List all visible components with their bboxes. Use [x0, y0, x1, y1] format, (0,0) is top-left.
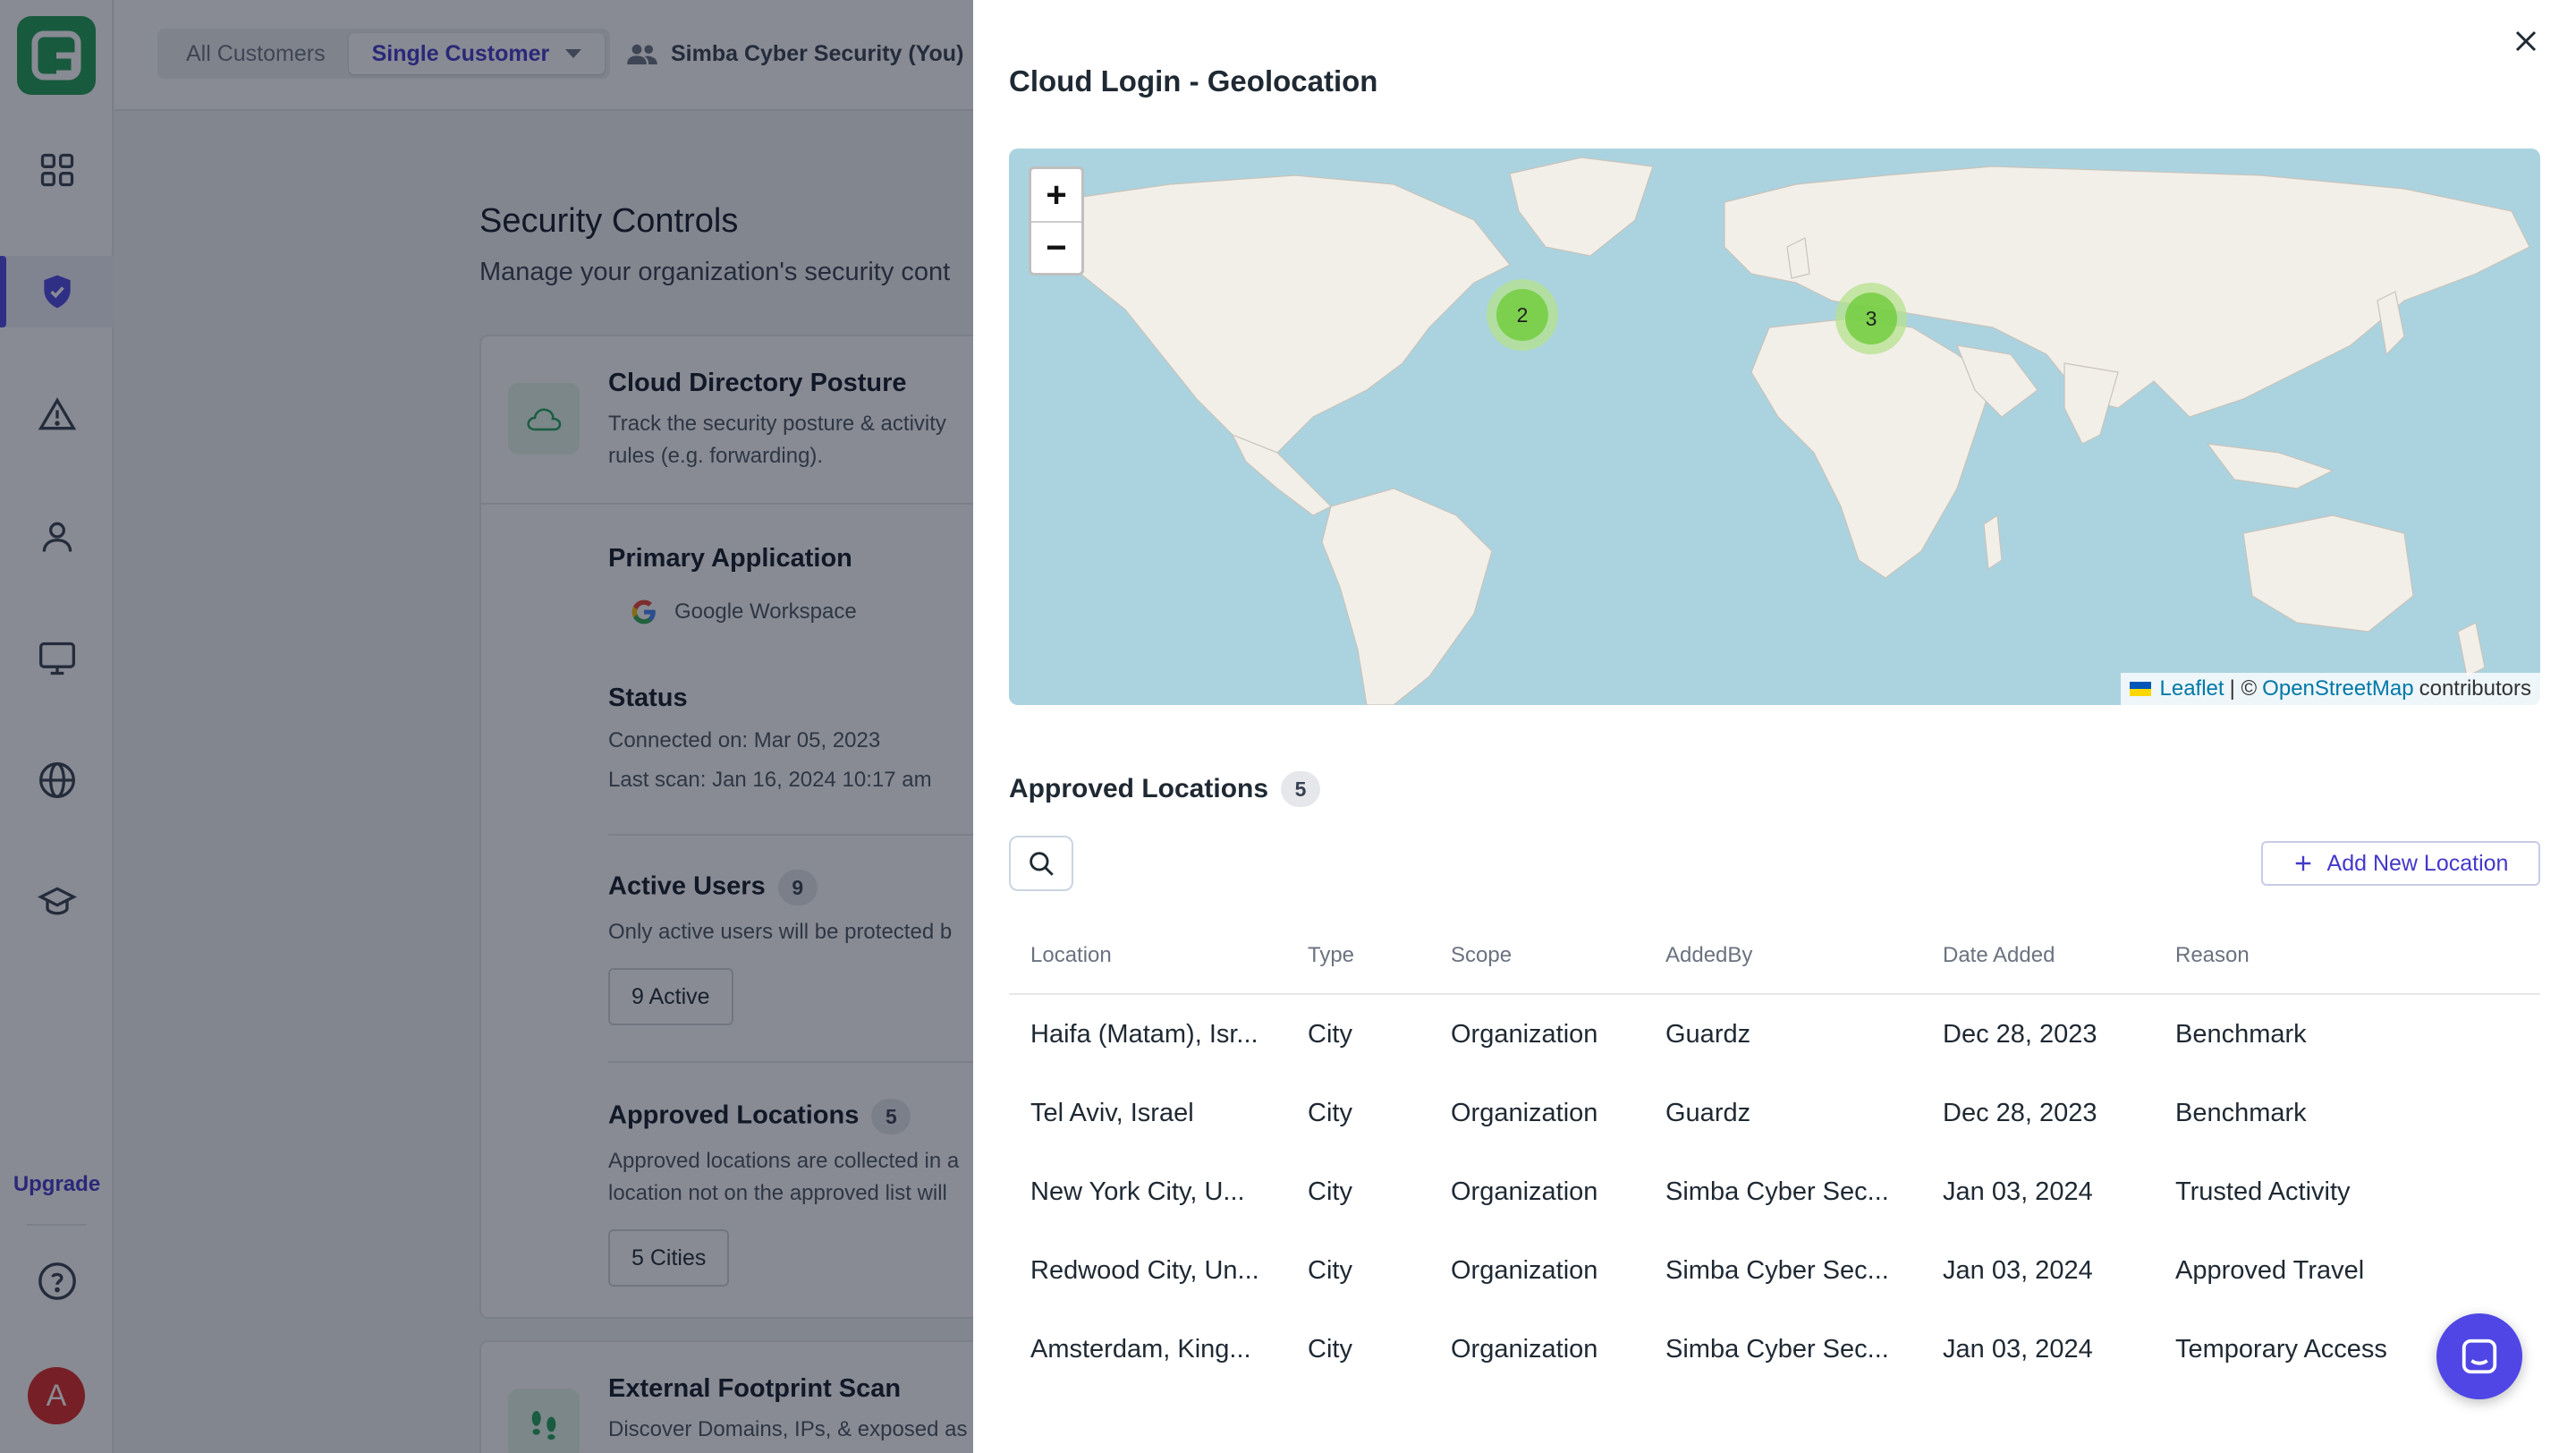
cell-reason: Approved Travel — [2175, 1255, 2365, 1285]
cell-date-added: Dec 28, 2023 — [1943, 1019, 2097, 1049]
osm-link[interactable]: OpenStreetMap — [2262, 676, 2414, 701]
cell-addedby: Simba Cyber Sec... — [1665, 1334, 1889, 1364]
add-new-location-button[interactable]: Add New Location — [2261, 841, 2540, 886]
cell-scope: Organization — [1451, 1334, 1598, 1364]
search-button[interactable] — [1009, 836, 1073, 891]
cell-addedby: Guardz — [1665, 1019, 1751, 1049]
cell-location: Haifa (Matam), Isr... — [1030, 1019, 1258, 1049]
cell-type: City — [1308, 1177, 1352, 1206]
approved-locations-title: Approved Locations — [1009, 774, 1269, 803]
cell-type: City — [1308, 1019, 1352, 1049]
map-cluster-europe[interactable]: 3 — [1835, 283, 1907, 354]
column-header-reason[interactable]: Reason — [2175, 943, 2250, 967]
table-row[interactable]: Amsterdam, King... City Organization Sim… — [1009, 1310, 2540, 1389]
cell-scope: Organization — [1451, 1098, 1598, 1127]
attribution-tail: contributors — [2419, 676, 2531, 701]
close-icon — [2515, 30, 2537, 52]
column-header-scope[interactable]: Scope — [1451, 943, 1513, 967]
cell-addedby: Simba Cyber Sec... — [1665, 1177, 1889, 1206]
cell-location: Redwood City, Un... — [1030, 1255, 1259, 1285]
cell-type: City — [1308, 1255, 1352, 1285]
drawer-title: Cloud Login - Geolocation — [1009, 64, 1378, 98]
map-zoom-control: + − — [1029, 166, 1084, 276]
plus-icon — [2295, 855, 2310, 871]
table-row[interactable]: New York City, U... City Organization Si… — [1009, 1152, 2540, 1231]
cell-scope: Organization — [1451, 1177, 1598, 1206]
approved-locations-badge: 5 — [1281, 771, 1321, 807]
cell-reason: Trusted Activity — [2175, 1177, 2351, 1206]
chat-launcher-button[interactable] — [2436, 1313, 2522, 1399]
world-map-tiles — [1044, 157, 2530, 705]
leaflet-link[interactable]: Leaflet — [2159, 676, 2224, 701]
table-header: Location Type Scope AddedBy Date Added R… — [1009, 916, 2540, 995]
cell-reason: Benchmark — [2175, 1098, 2307, 1127]
cell-addedby: Simba Cyber Sec... — [1665, 1255, 1889, 1285]
geolocation-map[interactable]: + − 2 3 Leaflet | © OpenStreetMap contri… — [1009, 149, 2540, 705]
add-new-location-label: Add New Location — [2326, 850, 2509, 876]
table-row[interactable]: Redwood City, Un... City Organization Si… — [1009, 1231, 2540, 1310]
cell-addedby: Guardz — [1665, 1098, 1751, 1127]
column-header-addedby[interactable]: AddedBy — [1665, 943, 1753, 967]
cell-type: City — [1308, 1098, 1352, 1127]
approved-locations-heading: Approved Locations 5 — [1009, 771, 1321, 807]
close-button[interactable] — [2508, 23, 2544, 59]
cell-date-added: Jan 03, 2024 — [1943, 1255, 2093, 1285]
column-header-date-added[interactable]: Date Added — [1943, 943, 2055, 967]
chat-icon — [2462, 1338, 2497, 1374]
cell-date-added: Jan 03, 2024 — [1943, 1334, 2093, 1364]
cell-date-added: Jan 03, 2024 — [1943, 1177, 2093, 1206]
column-header-type[interactable]: Type — [1308, 943, 1355, 967]
cell-location: Tel Aviv, Israel — [1030, 1098, 1194, 1127]
cell-reason: Temporary Access — [2175, 1334, 2387, 1364]
search-icon — [1030, 852, 1054, 876]
table-row[interactable]: Tel Aviv, Israel City Organization Guard… — [1009, 1074, 2540, 1152]
table-row[interactable]: Haifa (Matam), Isr... City Organization … — [1009, 995, 2540, 1074]
cluster-count: 3 — [1845, 293, 1897, 344]
cell-type: City — [1308, 1334, 1352, 1364]
map-attribution: Leaflet | © OpenStreetMap contributors — [2120, 673, 2540, 705]
zoom-in-button[interactable]: + — [1046, 174, 1067, 215]
map-cluster-north-america[interactable]: 2 — [1487, 279, 1558, 351]
cell-location: Amsterdam, King... — [1030, 1334, 1251, 1364]
cell-location: New York City, U... — [1030, 1177, 1245, 1206]
attribution-separator: | © — [2229, 676, 2258, 701]
approved-locations-table: Location Type Scope AddedBy Date Added R… — [1009, 916, 2540, 1389]
cell-scope: Organization — [1451, 1019, 1598, 1049]
ukraine-flag-icon — [2129, 682, 2151, 696]
cell-scope: Organization — [1451, 1255, 1598, 1285]
cell-date-added: Dec 28, 2023 — [1943, 1098, 2097, 1127]
cell-reason: Benchmark — [2175, 1019, 2307, 1049]
zoom-out-button[interactable]: − — [1031, 221, 1081, 273]
column-header-location[interactable]: Location — [1030, 943, 1112, 967]
cluster-count: 2 — [1496, 289, 1548, 341]
